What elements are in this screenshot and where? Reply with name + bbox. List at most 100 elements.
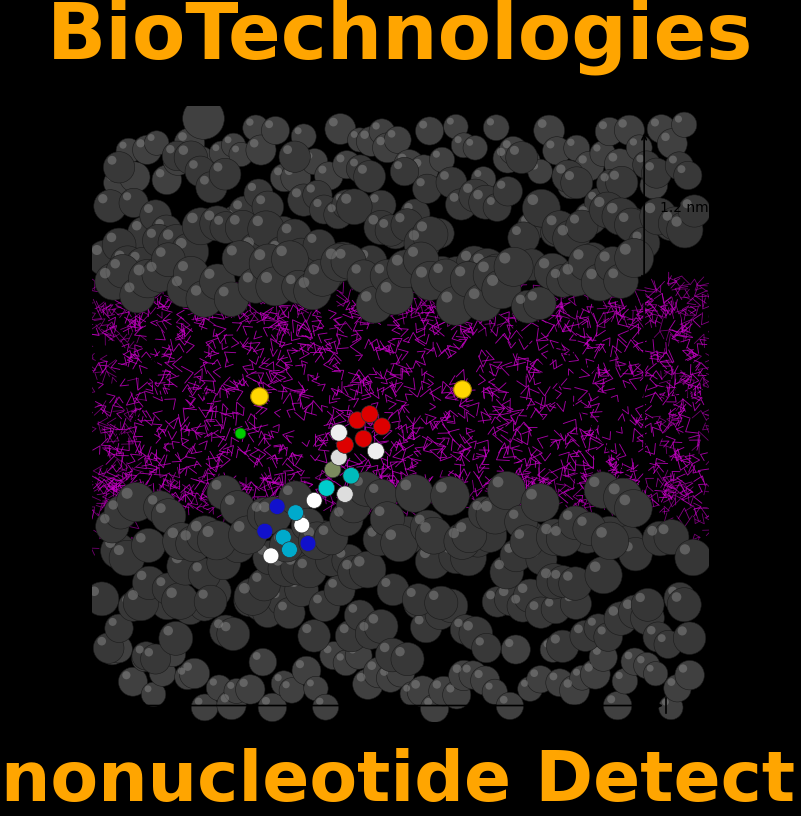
Point <box>115 506 127 519</box>
Point <box>154 501 167 514</box>
Point <box>237 676 250 690</box>
Point <box>325 554 338 567</box>
Point <box>557 532 570 545</box>
Point <box>507 260 520 273</box>
Point <box>316 163 329 176</box>
Point <box>249 279 262 292</box>
Point <box>528 599 541 612</box>
Point <box>295 583 308 596</box>
Point <box>332 505 345 518</box>
Point <box>421 182 433 195</box>
Point <box>162 583 175 596</box>
Point <box>336 254 349 267</box>
Point <box>681 197 694 211</box>
Point <box>187 158 199 171</box>
Point <box>154 590 167 603</box>
Point <box>131 289 143 302</box>
Point <box>448 191 461 204</box>
Point <box>318 600 331 613</box>
Point <box>272 672 284 685</box>
Point <box>528 546 541 559</box>
Point <box>498 251 511 264</box>
Point <box>485 194 497 207</box>
Point <box>213 681 226 694</box>
Point <box>243 594 256 607</box>
Point <box>246 180 259 193</box>
Point <box>392 537 405 550</box>
Point <box>132 647 145 660</box>
Point <box>88 585 101 598</box>
Point <box>557 274 570 287</box>
Point <box>569 517 582 530</box>
Point <box>308 155 321 168</box>
Point <box>537 257 550 270</box>
Point <box>533 165 546 178</box>
Point <box>161 597 174 610</box>
Point <box>419 547 432 560</box>
Point <box>244 683 256 696</box>
Point <box>442 259 455 273</box>
Point <box>525 258 538 271</box>
Point <box>288 150 301 163</box>
Point <box>162 624 175 637</box>
Point <box>271 500 284 513</box>
Point <box>142 539 155 552</box>
Point <box>634 591 646 604</box>
Point <box>509 592 522 605</box>
Point <box>283 543 296 557</box>
Point <box>427 601 440 614</box>
Point <box>260 694 272 707</box>
Point <box>534 673 547 686</box>
Point <box>339 488 352 501</box>
Point <box>453 265 466 278</box>
Text: 5.0 nm: 5.0 nm <box>552 339 600 377</box>
Point <box>347 499 360 512</box>
Point <box>476 521 489 534</box>
Point <box>641 611 654 624</box>
Point <box>301 537 314 550</box>
Point <box>348 128 360 141</box>
Point <box>292 124 304 137</box>
Point <box>415 265 428 278</box>
Point <box>579 245 592 258</box>
Point <box>495 145 508 158</box>
Point <box>536 117 549 130</box>
Point <box>338 622 351 635</box>
Point <box>369 445 382 458</box>
Point <box>423 125 436 138</box>
Point <box>491 201 504 214</box>
Point <box>468 287 481 300</box>
Point <box>113 161 126 174</box>
Point <box>492 476 505 489</box>
Point <box>104 200 117 213</box>
Point <box>621 535 634 548</box>
Point <box>353 555 366 568</box>
Point <box>490 264 503 277</box>
Point <box>210 141 223 154</box>
Point <box>225 698 238 712</box>
Point <box>332 426 345 439</box>
Point <box>367 612 380 625</box>
Point <box>465 528 477 541</box>
Point <box>195 220 207 233</box>
Point <box>181 671 194 684</box>
Point <box>236 221 249 234</box>
Point <box>160 173 173 186</box>
Point <box>324 531 337 544</box>
Point <box>557 575 570 588</box>
Point <box>288 230 300 243</box>
Point <box>367 213 380 226</box>
Point <box>450 549 463 562</box>
Point <box>517 149 529 162</box>
Point <box>416 220 429 233</box>
Point <box>149 653 162 666</box>
Point <box>316 260 328 273</box>
Point <box>145 227 158 240</box>
Point <box>525 530 537 543</box>
Point <box>614 528 626 541</box>
Point <box>627 135 640 149</box>
Point <box>217 557 230 570</box>
Point <box>508 144 521 157</box>
Point <box>289 491 302 504</box>
Point <box>405 586 417 599</box>
